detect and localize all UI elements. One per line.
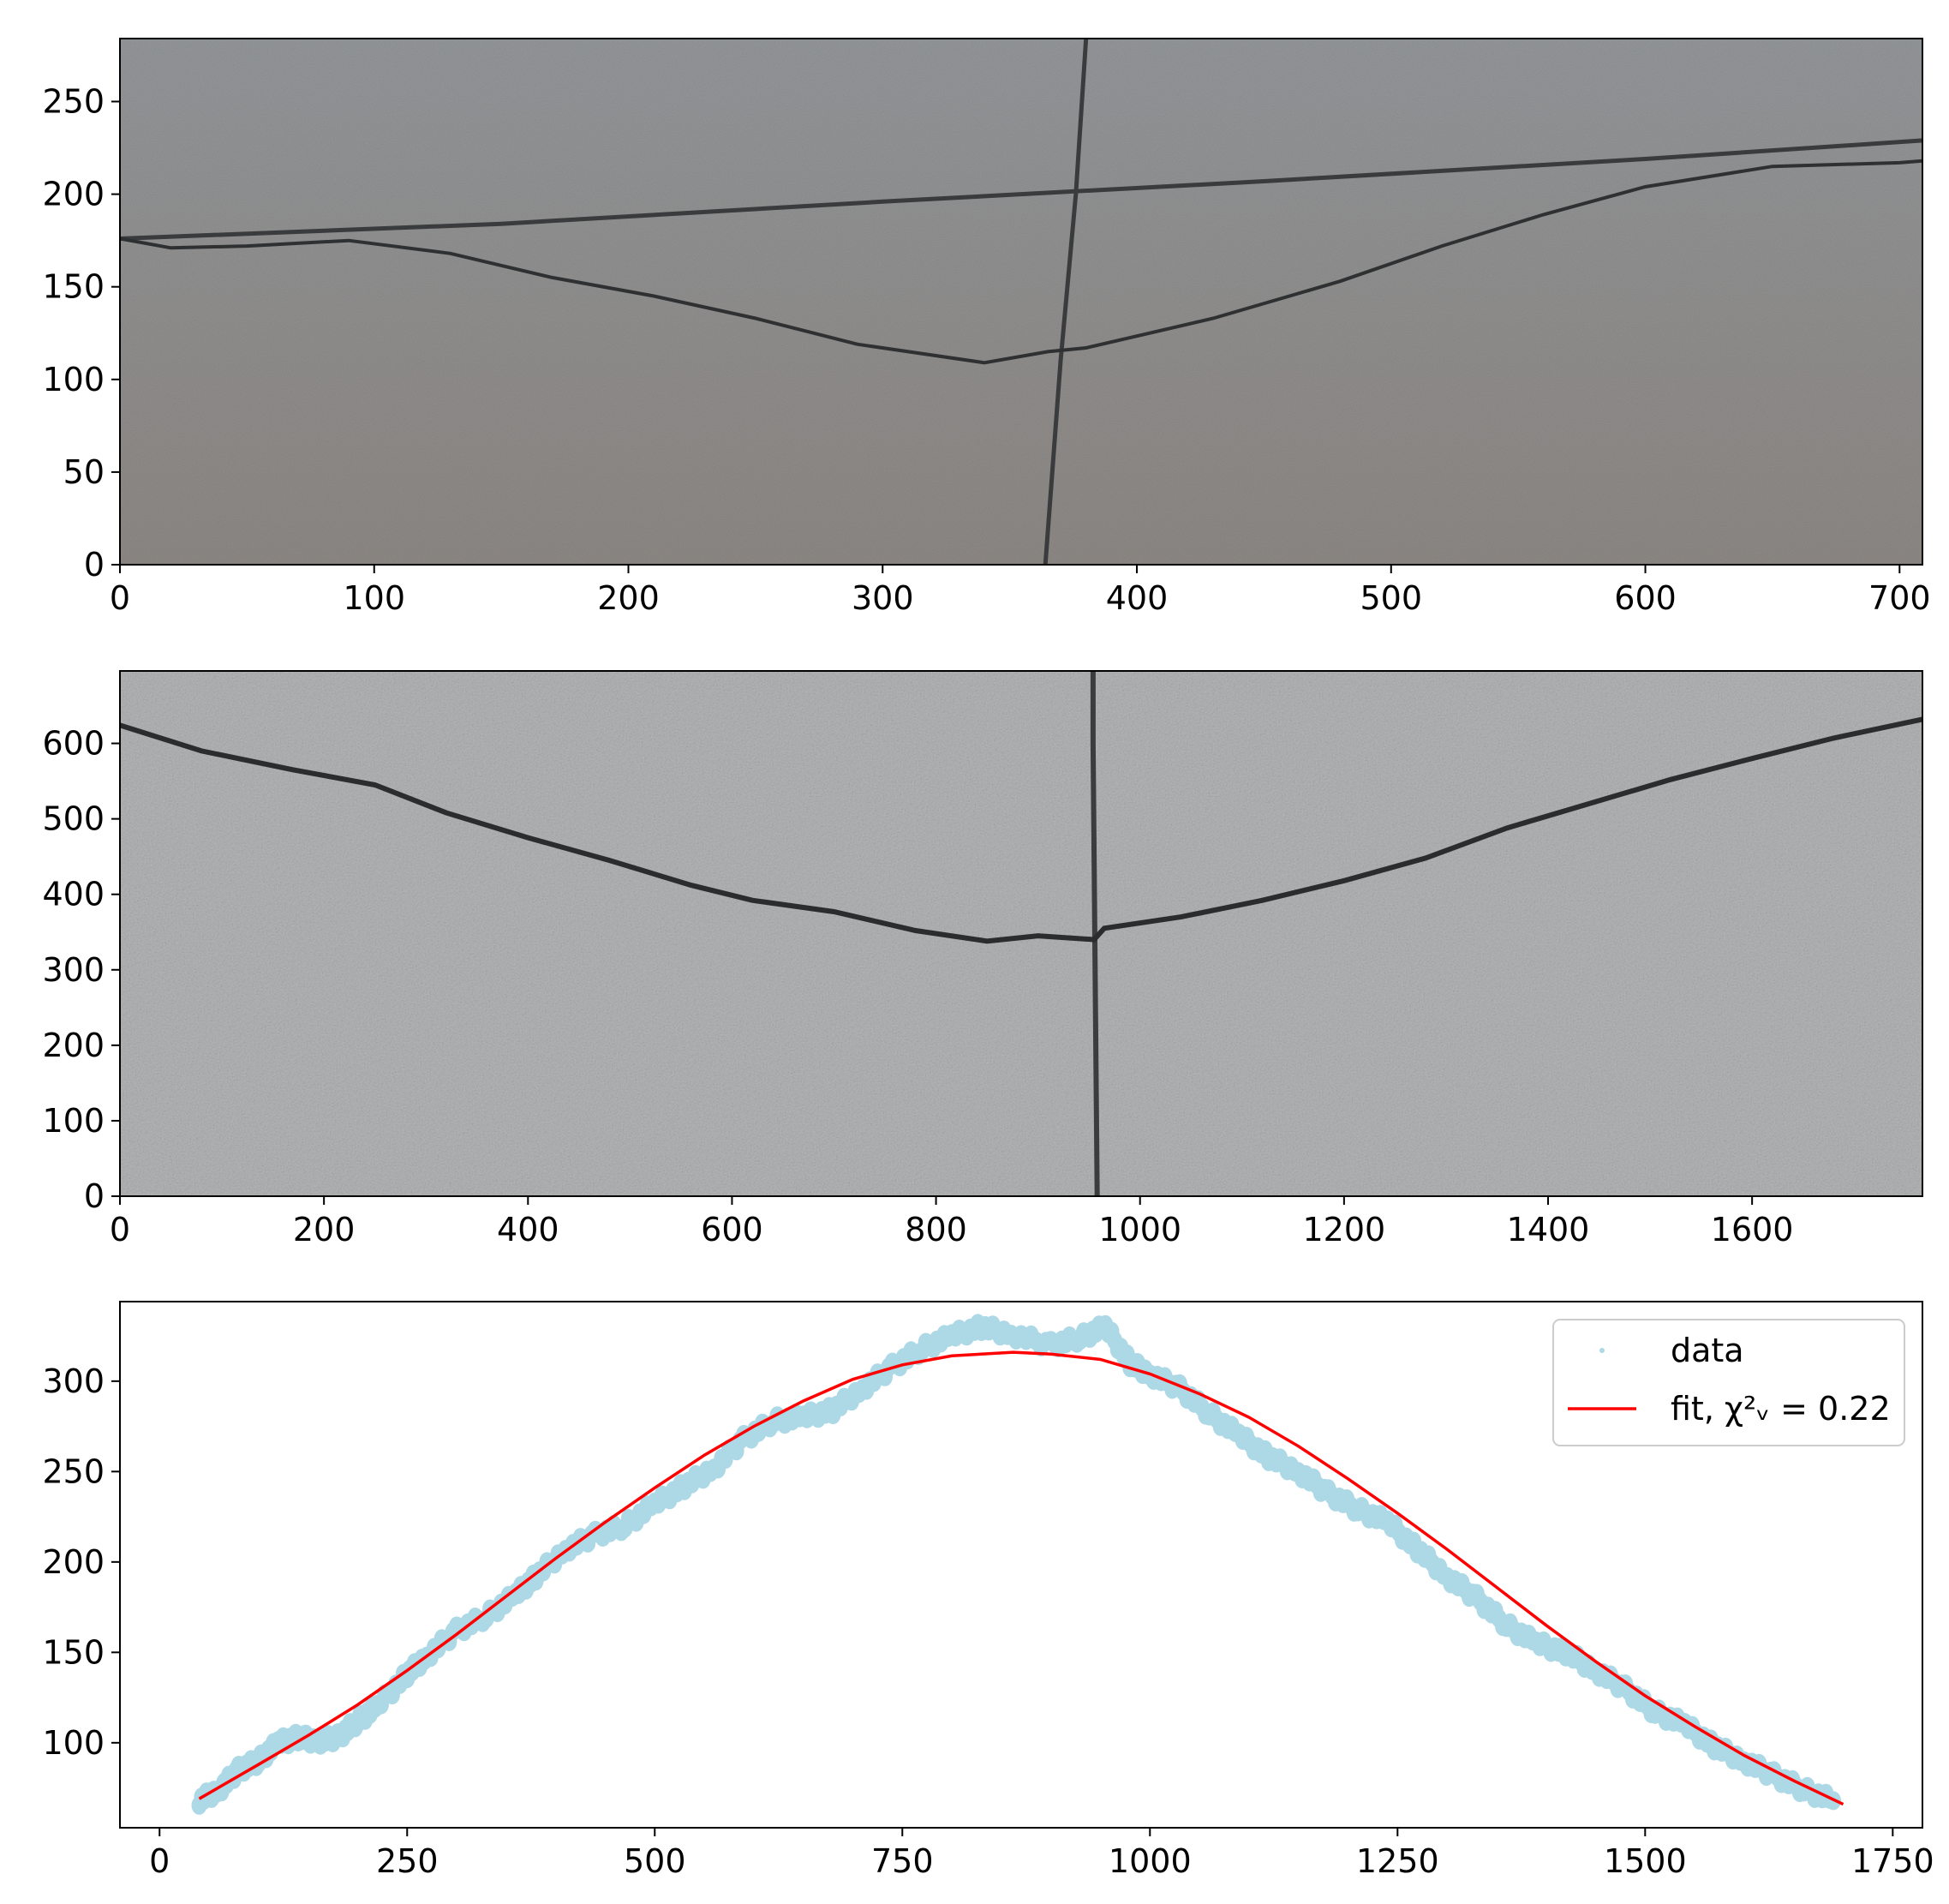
x-tick-label: 1600	[1711, 1211, 1794, 1248]
y-tick-label: 300	[42, 1362, 105, 1400]
x-tick-label: 500	[624, 1842, 686, 1880]
x-tick-label: 250	[376, 1842, 439, 1880]
plot-frame	[119, 1301, 1923, 1829]
enhanced-image-y-axis: 0 100 200 300 400 500 600	[42, 725, 120, 1215]
x-tick-label: 1000	[1098, 1211, 1181, 1248]
x-tick-label: 200	[597, 579, 660, 617]
vertical-joint	[1090, 671, 1100, 1197]
y-tick-label: 100	[42, 1724, 105, 1762]
fit-line	[198, 1350, 1844, 1806]
y-tick-label: 100	[42, 361, 105, 398]
y-tick-label: 500	[42, 800, 105, 838]
y-axis: 100 150 200 250 300	[42, 1362, 120, 1762]
vertical-joint	[1043, 38, 1089, 566]
enhanced-image-panel: 0 200 400 600 800 1000 1200 1400 1600 0 100 200 300…	[42, 670, 1923, 1248]
x-tick-label: 500	[1360, 579, 1423, 617]
legend-fit-label: fit, χ²ᵥ = 0.22	[1671, 1390, 1891, 1428]
y-tick-label: 0	[84, 1177, 105, 1215]
x-tick-label: 600	[1614, 579, 1677, 617]
y-tick-label: 150	[42, 268, 105, 306]
y-tick-label: 200	[42, 176, 105, 213]
y-tick-label: 200	[42, 1027, 105, 1064]
raw-image-panel: 0 100 200 300 400 500 600 700 0 50 100 150 200 250	[42, 38, 1931, 617]
raw-image-surface	[120, 39, 1922, 565]
legend-data-label: data	[1671, 1332, 1744, 1369]
x-tick-label: 0	[110, 579, 130, 617]
legend-box	[1552, 1319, 1905, 1446]
x-tick-label: 600	[701, 1211, 763, 1248]
x-tick-label: 1500	[1604, 1842, 1687, 1880]
x-tick-label: 1750	[1851, 1842, 1934, 1880]
y-tick-label: 100	[42, 1102, 105, 1140]
raw-image	[119, 38, 1923, 566]
horizontal-joint	[119, 138, 1923, 241]
raw-image-y-axis: 0 50 100 150 200 250	[42, 83, 120, 584]
enhanced-image-frame	[119, 670, 1923, 1197]
y-tick-label: 250	[42, 83, 105, 121]
y-tick-label: 600	[42, 725, 105, 763]
y-tick-label: 150	[42, 1633, 105, 1671]
enhanced-image	[119, 671, 1923, 1197]
enhanced-image-x-axis: 0 200 400 600 800 1000 1200 1400 1600	[110, 1196, 1794, 1248]
crack	[119, 716, 1923, 944]
x-tick-label: 800	[905, 1211, 967, 1248]
enhanced-image-surface	[120, 671, 1922, 1196]
raw-image-x-axis: 0 100 200 300 400 500 600 700	[110, 565, 1931, 617]
x-tick-label: 200	[293, 1211, 356, 1248]
y-tick-label: 0	[84, 546, 105, 584]
x-tick-label: 750	[871, 1842, 934, 1880]
x-tick-label: 700	[1868, 579, 1931, 617]
x-tick-label: 0	[110, 1211, 130, 1248]
x-tick-label: 100	[343, 579, 405, 617]
legend-data-marker	[1599, 1348, 1605, 1353]
x-axis: 0 250 500 750 1000 1250 1500 1750	[149, 1828, 1934, 1880]
x-tick-label: 0	[149, 1842, 170, 1880]
raw-image-frame	[119, 38, 1923, 566]
legend: data fit, χ²ᵥ = 0.22	[1552, 1319, 1905, 1446]
y-tick-label: 250	[42, 1452, 105, 1490]
x-tick-label: 1400	[1507, 1211, 1590, 1248]
x-tick-label: 1250	[1356, 1842, 1439, 1880]
x-tick-label: 400	[497, 1211, 559, 1248]
x-tick-label: 1000	[1109, 1842, 1192, 1880]
y-tick-label: 300	[42, 951, 105, 989]
y-tick-label: 400	[42, 876, 105, 913]
profile-chart-panel: 0 250 500 750 1000 1250 1500 1750 100 150 200 250 3…	[42, 1301, 1934, 1880]
x-tick-label: 300	[852, 579, 914, 617]
y-tick-label: 200	[42, 1543, 105, 1581]
crack	[119, 159, 1923, 365]
x-tick-label: 400	[1106, 579, 1169, 617]
x-tick-label: 1200	[1303, 1211, 1386, 1248]
y-tick-label: 50	[63, 453, 105, 491]
